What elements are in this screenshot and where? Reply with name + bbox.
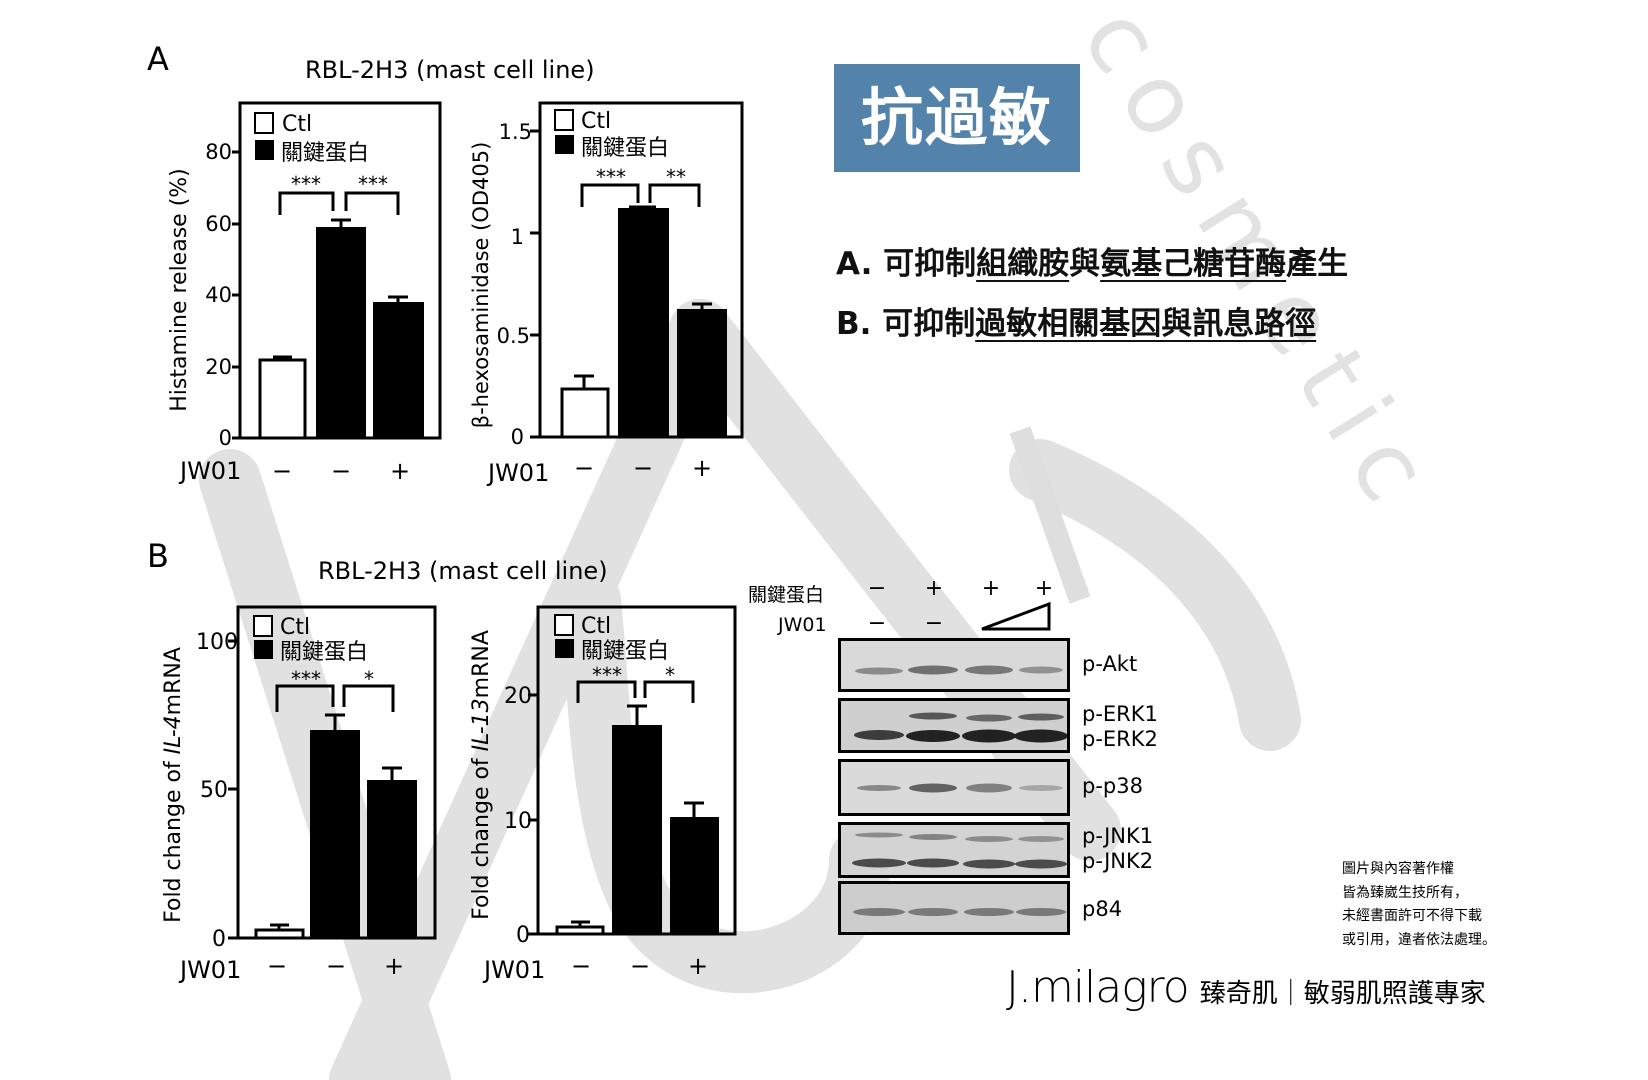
y-axis-label: Fold change of IL-13mRNA	[469, 630, 494, 920]
svg-text:50: 50	[200, 778, 228, 803]
x-row-label: JW01	[178, 457, 241, 485]
blot-p-akt	[838, 638, 1070, 692]
dose-gradient-icon	[981, 601, 1051, 631]
y-axis-label: β-hexosaminidase (OD405)	[469, 142, 493, 429]
point-a: A. 可抑制組織胺與氨基己糖苷酶產生	[836, 246, 1349, 282]
histamine-chart: 0 20 40 60 80 Histamine release (%) *** …	[167, 101, 442, 485]
svg-text:+: +	[390, 457, 410, 485]
svg-text:Ctl: Ctl	[581, 109, 611, 134]
legend-ctl: Ctl	[282, 112, 312, 137]
svg-text:+: +	[688, 952, 708, 980]
brand-name: J.milagro	[1006, 962, 1190, 1013]
svg-text:−: −	[574, 454, 594, 482]
wb-jw01-label: JW01	[778, 614, 827, 636]
y-tick: 80	[205, 140, 232, 164]
svg-text:−: −	[633, 454, 653, 482]
brand-logo: J.milagro 臻奇肌｜敏弱肌照護專家	[1006, 962, 1486, 1013]
blot-labels-erk: p-ERK1 p-ERK2	[1082, 702, 1158, 751]
svg-text:−: −	[331, 457, 351, 485]
anti-allergy-tag: 抗過敏	[834, 64, 1080, 172]
svg-text:0: 0	[511, 425, 524, 449]
significance-label: ***	[291, 172, 321, 196]
svg-text:0: 0	[516, 923, 530, 948]
svg-text:Ctl: Ctl	[280, 615, 310, 640]
hexosaminidase-chart: 0 0.5 1 1.5 β-hexosaminidase (OD405) ***…	[469, 101, 744, 487]
svg-text:10: 10	[504, 809, 532, 834]
point-b: B. 可抑制過敏相關基因與訊息路徑	[836, 306, 1317, 342]
significance-label: *	[364, 667, 374, 691]
svg-text:0: 0	[212, 927, 226, 952]
legend-protein: 關鍵蛋白	[281, 141, 369, 166]
svg-text:+: +	[692, 454, 712, 482]
significance-label: *	[665, 663, 675, 687]
significance-label: ***	[291, 667, 321, 691]
y-tick: 0	[219, 426, 232, 450]
blot-labels-jnk: p-JNK1 p-JNK2	[1082, 824, 1154, 873]
svg-text:JW01: JW01	[178, 956, 241, 984]
y-axis-label: Fold change of IL-4mRNA	[161, 647, 186, 923]
svg-text:−: −	[326, 952, 346, 980]
il4-chart: 0 50 100 Fold change of IL-4mRNA *** * C…	[161, 605, 437, 984]
svg-text:1.5: 1.5	[499, 120, 532, 144]
svg-text:1: 1	[511, 225, 524, 249]
blot-p-erk	[838, 698, 1070, 753]
copyright-notice: 圖片與內容著作權 皆為臻崴生技所有， 未經書面許可不得下載 或引用，違者依法處理…	[1342, 861, 1496, 948]
y-tick: 40	[205, 283, 232, 307]
panel-a-title: RBL-2H3 (mast cell line)	[305, 56, 595, 84]
y-tick: 60	[205, 212, 232, 236]
svg-text:20: 20	[504, 684, 532, 709]
svg-text:−: −	[267, 952, 287, 980]
significance-label: ***	[592, 663, 622, 687]
svg-text:關鍵蛋白: 關鍵蛋白	[280, 640, 368, 665]
svg-text:JW01: JW01	[486, 459, 549, 487]
brand-tagline: 臻奇肌｜敏弱肌照護專家	[1199, 979, 1486, 1009]
panel-letter-b: B	[147, 537, 169, 575]
svg-text:+: +	[384, 952, 404, 980]
svg-text:關鍵蛋白: 關鍵蛋白	[581, 136, 669, 161]
svg-text:−: −	[571, 952, 591, 980]
svg-text:−: −	[272, 457, 292, 485]
svg-text:0.5: 0.5	[497, 324, 530, 348]
blot-p-jnk	[838, 822, 1070, 878]
blot-p-p38	[838, 759, 1070, 816]
y-axis-label: Histamine release (%)	[167, 168, 192, 412]
y-tick: 20	[205, 355, 232, 379]
panel-b-title: RBL-2H3 (mast cell line)	[318, 557, 608, 585]
il13-chart: 0 10 20 Fold change of IL-13mRNA *** * C…	[469, 605, 737, 984]
wb-protein-label: 關鍵蛋白	[748, 584, 825, 606]
svg-text:JW01: JW01	[482, 956, 545, 984]
blot-p84	[838, 881, 1070, 935]
svg-text:100: 100	[196, 630, 238, 655]
svg-text:關鍵蛋白: 關鍵蛋白	[581, 639, 669, 664]
significance-label: **	[666, 165, 686, 189]
panel-letter-a: A	[147, 40, 169, 78]
significance-label: ***	[596, 165, 626, 189]
svg-text:Ctl: Ctl	[581, 614, 611, 639]
svg-text:−: −	[630, 952, 650, 980]
significance-label: ***	[358, 172, 388, 196]
